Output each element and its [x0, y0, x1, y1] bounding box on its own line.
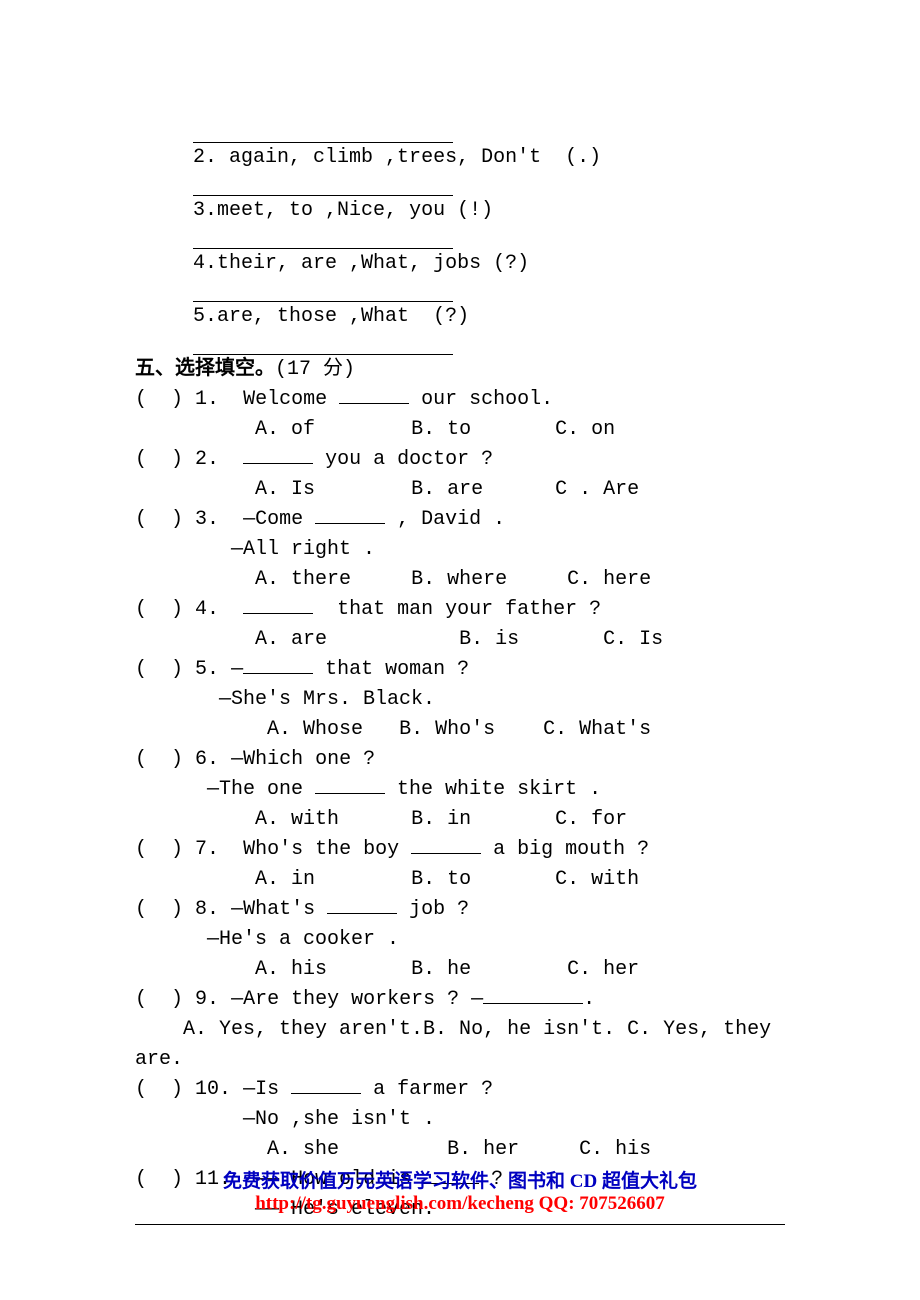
mc-options: A. Yes, they aren't.B. No, he isn't. C. …: [135, 1015, 785, 1045]
item-end: (.): [565, 146, 601, 169]
answer-blank: [193, 173, 453, 196]
answer-paren: ( ): [135, 985, 183, 1015]
blank: [243, 595, 313, 614]
rearrange-item: 3.meet, to ,Nice, you (!): [135, 196, 785, 226]
page-content: 2. again, climb ,trees, Don't (.) 3.meet…: [0, 0, 920, 1265]
mc-question: ( ) 2. you a doctor ?: [135, 445, 785, 475]
rearrange-item: 4.their, are ,What, jobs (?): [135, 249, 785, 279]
item-num: 5: [193, 305, 205, 328]
mc-options: A. Is B. are C . Are: [135, 475, 785, 505]
mc-question: ( ) 9. —Are they workers ? —.: [135, 985, 785, 1015]
answer-blank: [193, 226, 453, 249]
mc-subline: —She's Mrs. Black.: [135, 685, 785, 715]
rearrange-item: 2. again, climb ,trees, Don't (.): [135, 143, 785, 173]
answer-paren: ( ): [135, 895, 183, 925]
item-num: 4: [193, 252, 205, 275]
blank: [339, 385, 409, 404]
section-points: (17 分): [275, 358, 355, 381]
mc-options: A. are B. is C. Is: [135, 625, 785, 655]
mc-question: ( ) 6. —Which one ?: [135, 745, 785, 775]
mc-options: are.: [135, 1045, 785, 1075]
answer-paren: ( ): [135, 595, 183, 625]
item-words: are, those ,What: [217, 305, 409, 328]
mc-question: ( ) 8. —What's job ?: [135, 895, 785, 925]
rearrange-item: 5.are, those ,What (?): [135, 302, 785, 332]
answer-paren: ( ): [135, 835, 183, 865]
answer-paren: ( ): [135, 1075, 183, 1105]
mc-question: ( ) 7. Who's the boy a big mouth ?: [135, 835, 785, 865]
answer-paren: ( ): [135, 505, 183, 535]
blank: [243, 655, 313, 674]
mc-question: ( ) 10. —Is a farmer ?: [135, 1075, 785, 1105]
item-end: (!): [457, 199, 493, 222]
item-num: 3: [193, 199, 205, 222]
blank: [291, 1075, 361, 1094]
blank: [315, 775, 385, 794]
footer-divider: [135, 1224, 785, 1225]
item-num: 2: [193, 146, 205, 169]
mc-options: A. there B. where C. here: [135, 565, 785, 595]
answer-paren: ( ): [135, 385, 183, 415]
page-footer: 免费获取价值万元英语学习软件、图书和 CD 超值大礼包 http://tg.gu…: [135, 1166, 785, 1215]
answer-blank: [193, 279, 453, 302]
blank: [327, 895, 397, 914]
answer-paren: ( ): [135, 745, 183, 775]
item-end: (?): [493, 252, 529, 275]
footer-promo-text: 免费获取价值万元英语学习软件、图书和 CD 超值大礼包: [135, 1166, 785, 1193]
mc-question: ( ) 1. Welcome our school.: [135, 385, 785, 415]
mc-question: ( ) 4. that man your father ?: [135, 595, 785, 625]
answer-paren: ( ): [135, 445, 183, 475]
mc-subline: —All right .: [135, 535, 785, 565]
mc-options: A. of B. to C. on: [135, 415, 785, 445]
item-words: again, climb ,trees, Don't: [229, 146, 541, 169]
footer-link-text: http://tg.guyuenglish.com/kecheng QQ: 70…: [135, 1193, 785, 1215]
item-words: their, are ,What, jobs: [217, 252, 481, 275]
item-end: (?): [433, 305, 469, 328]
mc-subline: —He's a cooker .: [135, 925, 785, 955]
mc-question: ( ) 3. —Come , David .: [135, 505, 785, 535]
mc-options: A. with B. in C. for: [135, 805, 785, 835]
answer-blank: [193, 332, 453, 355]
mc-question: ( ) 5. — that woman ?: [135, 655, 785, 685]
section-title-row: 五、选择填空。(17 分): [135, 355, 785, 385]
blank: [483, 985, 583, 1004]
mc-options: A. she B. her C. his: [135, 1135, 785, 1165]
section-title: 五、选择填空。: [135, 358, 275, 381]
blank: [411, 835, 481, 854]
mc-options: A. in B. to C. with: [135, 865, 785, 895]
mc-subline: —No ,she isn't .: [135, 1105, 785, 1135]
mc-options: A. his B. he C. her: [135, 955, 785, 985]
blank: [243, 445, 313, 464]
blank: [315, 505, 385, 524]
item-words: meet, to ,Nice, you: [217, 199, 445, 222]
mc-subline: —The one the white skirt .: [135, 775, 785, 805]
answer-paren: ( ): [135, 655, 183, 685]
answer-blank: [193, 120, 453, 143]
mc-options: A. Whose B. Who's C. What's: [135, 715, 785, 745]
